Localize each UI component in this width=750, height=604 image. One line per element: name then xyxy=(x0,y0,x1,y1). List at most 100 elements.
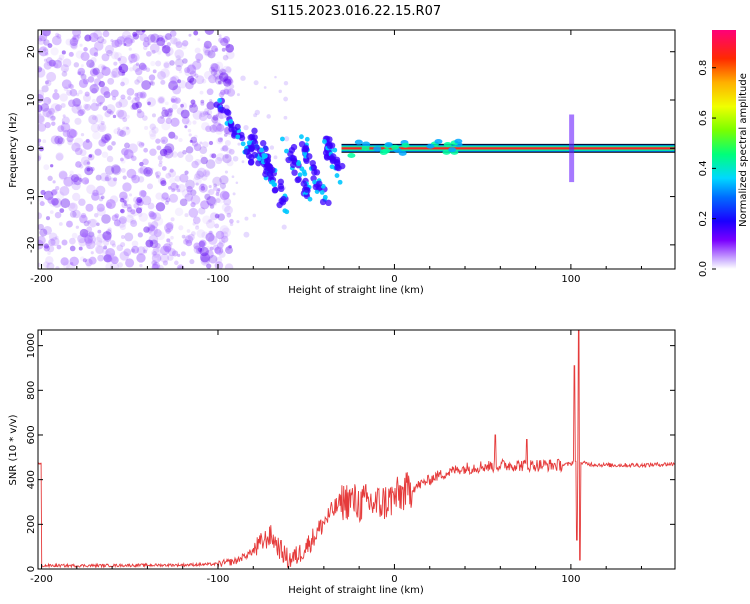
noise-blob xyxy=(283,96,289,102)
noise-blob xyxy=(42,225,52,235)
noise-blob xyxy=(63,68,68,73)
noise-blob xyxy=(203,40,212,49)
noise-blob xyxy=(210,62,219,71)
noise-blob xyxy=(47,245,55,253)
noise-blob xyxy=(83,103,89,110)
spectrogram-y-tick-label: 20 xyxy=(26,45,37,58)
noise-blob xyxy=(160,196,166,202)
noise-blob xyxy=(139,165,148,175)
noise-blob xyxy=(84,103,92,111)
noise-blob xyxy=(93,30,103,40)
noise-blob xyxy=(86,262,92,268)
noise-blob xyxy=(80,51,90,61)
noise-blob xyxy=(214,213,220,219)
noise-blob xyxy=(161,166,167,171)
noise-blob xyxy=(94,114,104,123)
cluster-blob xyxy=(288,146,296,154)
noise-blob xyxy=(98,138,107,147)
noise-blob xyxy=(139,91,147,99)
noise-blob xyxy=(92,67,100,76)
noise-blob xyxy=(191,102,197,108)
noise-blob xyxy=(38,152,42,159)
cluster-blob xyxy=(319,198,327,206)
cluster-blob xyxy=(304,136,310,142)
noise-blob xyxy=(137,232,143,238)
noise-blob xyxy=(171,250,179,257)
noise-blob xyxy=(202,215,212,225)
noise-blob xyxy=(72,97,82,107)
noise-blob xyxy=(200,99,205,104)
noise-blob xyxy=(193,143,202,152)
noise-blob xyxy=(91,98,97,104)
noise-blob xyxy=(136,196,143,203)
noise-blob xyxy=(131,174,137,181)
noise-blob xyxy=(222,36,230,44)
noise-blob xyxy=(115,65,124,74)
cluster-blob xyxy=(328,155,336,162)
noise-blob xyxy=(87,76,95,83)
noise-blob xyxy=(164,101,169,106)
noise-blob xyxy=(72,209,81,219)
cluster-blob xyxy=(228,119,234,124)
noise-blob xyxy=(101,53,110,62)
cluster-blob xyxy=(302,171,308,177)
noise-blob xyxy=(82,258,87,263)
noise-blob xyxy=(180,102,188,110)
spectrogram-y-tick-label: -20 xyxy=(26,237,37,253)
noise-blob xyxy=(209,231,213,235)
noise-blob xyxy=(61,71,68,77)
noise-blob xyxy=(99,101,103,105)
noise-blob xyxy=(96,222,100,227)
noise-blob xyxy=(181,234,186,239)
noise-blob xyxy=(211,153,217,159)
noise-blob xyxy=(146,97,157,107)
noise-blob xyxy=(47,98,52,103)
noise-blob xyxy=(273,155,278,160)
noise-blob xyxy=(215,230,225,240)
noise-blob xyxy=(254,109,260,116)
noise-blob xyxy=(190,201,196,208)
noise-blob xyxy=(153,229,162,238)
noise-blob xyxy=(213,69,224,80)
noise-blob xyxy=(123,43,127,47)
noise-blob xyxy=(73,62,80,68)
noise-blob xyxy=(87,218,97,228)
noise-blob xyxy=(171,75,180,84)
noise-blob xyxy=(154,216,164,226)
noise-blob xyxy=(99,172,109,182)
noise-blob xyxy=(192,110,203,120)
noise-blob xyxy=(171,103,178,110)
noise-blob xyxy=(232,155,239,162)
noise-blob xyxy=(155,192,163,200)
noise-blob xyxy=(150,33,160,43)
noise-blob xyxy=(78,198,86,206)
noise-blob xyxy=(46,110,54,119)
cluster-blob xyxy=(248,145,255,152)
noise-blob xyxy=(107,227,112,232)
noise-blob xyxy=(164,200,170,205)
cluster-blob xyxy=(326,142,334,150)
noise-blob xyxy=(202,169,211,177)
noise-blob xyxy=(198,239,207,248)
noise-blob xyxy=(162,60,172,70)
noise-blob xyxy=(116,244,124,252)
noise-blob xyxy=(165,117,172,125)
noise-blob xyxy=(177,253,181,257)
noise-blob xyxy=(227,78,234,85)
noise-blob xyxy=(58,171,68,181)
noise-blob xyxy=(52,92,60,100)
noise-blob xyxy=(122,182,132,192)
noise-blob xyxy=(95,246,105,255)
carrier-blob xyxy=(361,145,370,151)
cluster-blob xyxy=(280,136,285,142)
noise-blob xyxy=(119,209,124,213)
noise-blob xyxy=(133,96,137,100)
noise-blob xyxy=(62,261,71,269)
noise-blob xyxy=(123,37,133,47)
noise-blob xyxy=(221,235,229,243)
noise-blob xyxy=(219,225,229,235)
cluster-blob xyxy=(319,190,325,195)
noise-blob xyxy=(93,52,99,57)
noise-blob xyxy=(121,126,131,136)
noise-blob xyxy=(208,74,217,84)
